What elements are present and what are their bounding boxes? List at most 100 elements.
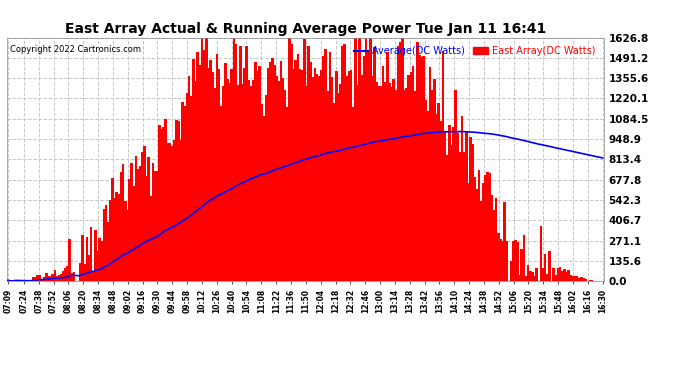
Bar xyxy=(156,171,159,281)
Bar xyxy=(70,273,73,281)
Bar xyxy=(126,210,128,281)
Bar xyxy=(384,82,386,281)
Bar xyxy=(348,71,351,281)
Bar xyxy=(252,81,255,281)
Bar xyxy=(34,277,37,281)
Bar xyxy=(148,157,150,281)
Bar xyxy=(342,46,344,281)
Bar xyxy=(403,90,406,281)
Bar xyxy=(375,82,378,281)
Bar xyxy=(109,200,112,281)
Bar xyxy=(128,179,131,281)
Bar xyxy=(456,133,459,281)
Text: Copyright 2022 Cartronics.com: Copyright 2022 Cartronics.com xyxy=(10,45,141,54)
Bar xyxy=(553,268,555,281)
Bar xyxy=(354,38,357,281)
Bar xyxy=(288,38,290,281)
Bar xyxy=(399,42,402,281)
Bar xyxy=(461,116,463,281)
Bar xyxy=(135,156,137,281)
Bar xyxy=(273,64,276,281)
Bar xyxy=(115,192,118,281)
Bar xyxy=(28,280,30,281)
Bar xyxy=(235,44,237,281)
Bar xyxy=(555,275,557,281)
Bar xyxy=(230,69,233,281)
Bar xyxy=(578,278,580,281)
Bar xyxy=(184,106,186,281)
Bar xyxy=(526,266,529,281)
Bar xyxy=(506,241,508,281)
Bar xyxy=(119,172,122,281)
Bar xyxy=(395,90,397,281)
Bar xyxy=(258,66,261,281)
Bar xyxy=(43,277,46,281)
Bar xyxy=(503,202,506,281)
Bar xyxy=(45,273,48,281)
Bar xyxy=(211,72,214,281)
Bar xyxy=(463,152,466,281)
Bar xyxy=(524,276,527,281)
Bar xyxy=(215,54,218,281)
Bar xyxy=(326,92,329,281)
Bar xyxy=(331,77,333,281)
Bar xyxy=(256,71,259,281)
Bar xyxy=(88,255,90,281)
Bar xyxy=(565,272,568,281)
Bar xyxy=(486,172,489,281)
Bar xyxy=(137,170,139,281)
Bar xyxy=(175,120,177,281)
Bar xyxy=(303,39,306,281)
Bar xyxy=(98,238,101,281)
Bar xyxy=(382,66,384,281)
Bar xyxy=(424,100,427,281)
Bar xyxy=(314,68,316,281)
Bar xyxy=(79,263,81,281)
Bar xyxy=(433,79,435,281)
Bar xyxy=(233,38,235,281)
Bar xyxy=(412,66,414,281)
Bar xyxy=(373,46,376,281)
Bar xyxy=(582,278,585,281)
Bar xyxy=(422,56,425,281)
Bar xyxy=(188,76,190,281)
Bar xyxy=(444,130,446,281)
Bar xyxy=(575,276,578,281)
Bar xyxy=(244,69,246,281)
Bar xyxy=(435,114,437,281)
Bar xyxy=(482,183,484,281)
Bar xyxy=(437,103,440,281)
Bar xyxy=(132,186,135,281)
Bar xyxy=(499,240,502,281)
Bar xyxy=(220,106,222,281)
Bar xyxy=(168,143,171,281)
Bar xyxy=(467,183,470,281)
Bar xyxy=(124,201,126,281)
Bar xyxy=(328,52,331,281)
Bar xyxy=(440,121,442,281)
Bar xyxy=(37,275,39,281)
Bar xyxy=(591,280,593,281)
Bar xyxy=(388,83,391,281)
Bar xyxy=(393,79,395,281)
Bar xyxy=(352,107,355,281)
Bar xyxy=(416,42,419,281)
Bar xyxy=(484,175,486,281)
Bar xyxy=(205,38,208,281)
Bar xyxy=(401,38,404,281)
Bar xyxy=(41,279,43,281)
Bar xyxy=(529,271,531,281)
Bar xyxy=(410,72,412,281)
Bar xyxy=(533,276,535,281)
Bar xyxy=(107,222,110,281)
Bar xyxy=(39,276,41,281)
Bar xyxy=(311,77,314,281)
Bar xyxy=(448,125,451,281)
Bar xyxy=(56,276,58,281)
Bar xyxy=(228,83,231,281)
Bar xyxy=(72,272,75,281)
Bar xyxy=(282,78,284,281)
Bar xyxy=(293,69,295,281)
Bar xyxy=(64,268,67,281)
Bar xyxy=(13,280,16,281)
